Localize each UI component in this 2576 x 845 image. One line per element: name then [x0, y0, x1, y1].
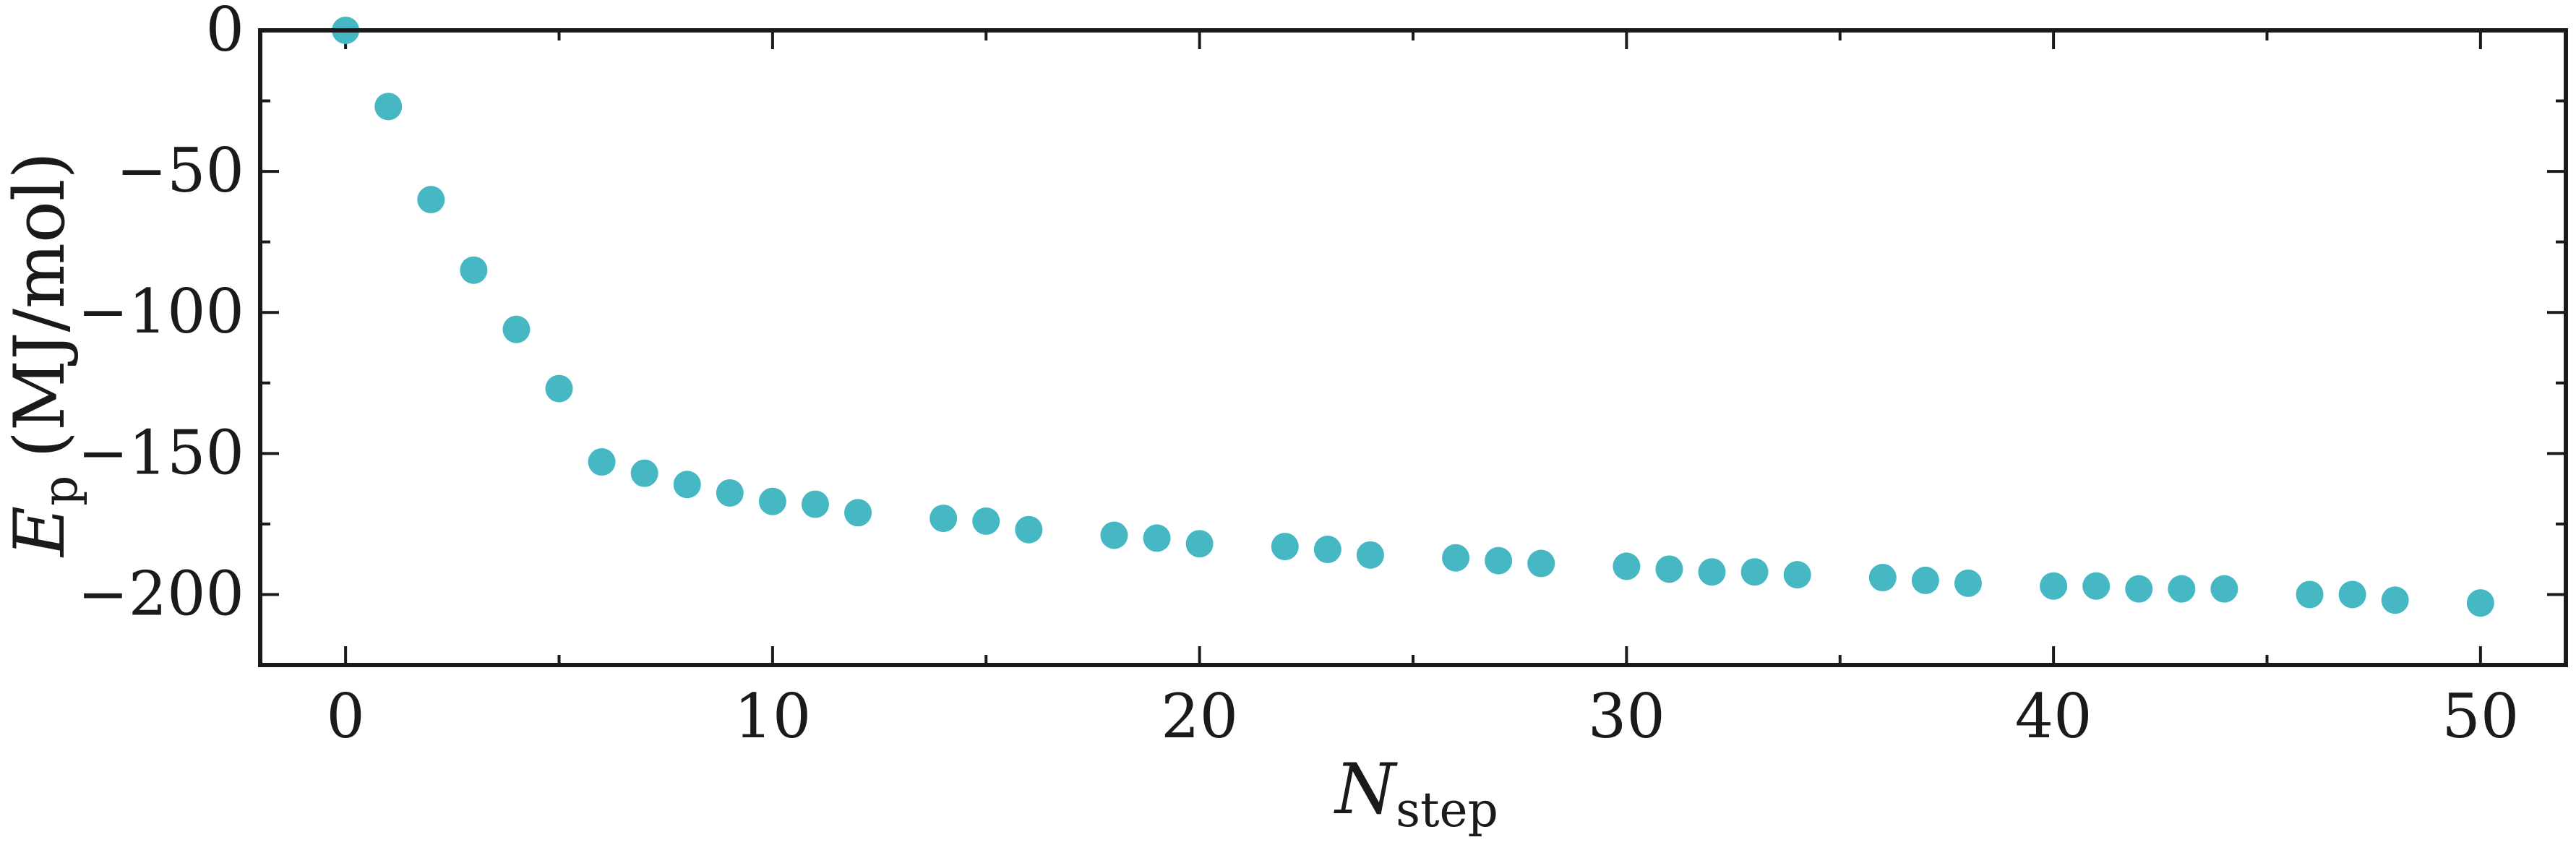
- data-point: [2381, 586, 2409, 614]
- tick-labels: 0 10 20 30 40 50 0 −50 −100 −150 −200: [77, 0, 2519, 752]
- data-point: [1485, 546, 1513, 575]
- x-tick-label: 50: [2442, 681, 2519, 752]
- x-axis-label-main: N: [1334, 749, 1398, 830]
- y-tick-label: −100: [77, 276, 244, 347]
- data-point: [972, 507, 1000, 535]
- ticks-layer: [260, 29, 2566, 666]
- data-point: [2125, 575, 2153, 603]
- x-tick-label: 10: [734, 681, 811, 752]
- data-points: [332, 17, 2494, 617]
- y-tick-label: −50: [116, 135, 244, 206]
- data-point: [1271, 533, 1299, 561]
- data-point: [502, 315, 531, 343]
- data-point: [1313, 536, 1341, 564]
- y-tick-label: −150: [77, 417, 244, 488]
- data-point: [374, 93, 403, 121]
- data-point: [417, 186, 445, 214]
- data-point: [1613, 552, 1641, 580]
- data-point: [2082, 572, 2111, 600]
- data-point: [716, 479, 744, 507]
- data-point: [1100, 521, 1128, 549]
- data-point: [2338, 580, 2366, 609]
- y-axis-label: Ep (MJ/mol): [0, 152, 88, 558]
- plot-frame: [258, 28, 2568, 667]
- data-point: [1015, 515, 1043, 544]
- data-point: [1868, 564, 1897, 592]
- x-tick-label: 30: [1588, 681, 1665, 752]
- data-point: [2040, 572, 2068, 600]
- data-point: [1143, 524, 1171, 552]
- x-tick-label: 40: [2015, 681, 2092, 752]
- y-axis-label-main: E: [0, 506, 80, 558]
- x-axis-label: Nstep: [1334, 749, 1498, 838]
- data-point: [460, 256, 488, 284]
- data-point: [1442, 544, 1470, 572]
- data-point: [1783, 561, 1811, 589]
- data-point: [1740, 558, 1769, 586]
- data-point: [2210, 575, 2238, 603]
- y-axis-label-unit: (MJ/mol): [0, 152, 80, 458]
- data-point: [758, 487, 786, 515]
- x-axis-label-sub: step: [1396, 782, 1498, 838]
- data-point: [1698, 558, 1726, 586]
- data-point: [630, 459, 658, 487]
- data-point: [801, 490, 829, 518]
- data-point: [2296, 580, 2324, 609]
- data-point: [673, 471, 701, 499]
- data-point: [844, 499, 872, 527]
- data-point: [1954, 569, 1982, 597]
- data-point: [1185, 530, 1214, 558]
- data-point: [1527, 549, 1555, 578]
- y-tick-label: −200: [77, 558, 244, 629]
- data-point: [2168, 575, 2196, 603]
- data-point: [1655, 555, 1683, 583]
- data-point: [1911, 566, 1939, 594]
- data-point: [545, 374, 573, 403]
- data-point: [2466, 589, 2494, 617]
- x-tick-label: 0: [326, 681, 364, 752]
- y-tick-label: 0: [206, 0, 244, 65]
- data-point: [588, 448, 616, 476]
- data-point: [929, 505, 958, 533]
- data-point: [1356, 541, 1384, 569]
- x-tick-label: 20: [1161, 681, 1238, 752]
- y-axis-label-sub: p: [33, 476, 88, 506]
